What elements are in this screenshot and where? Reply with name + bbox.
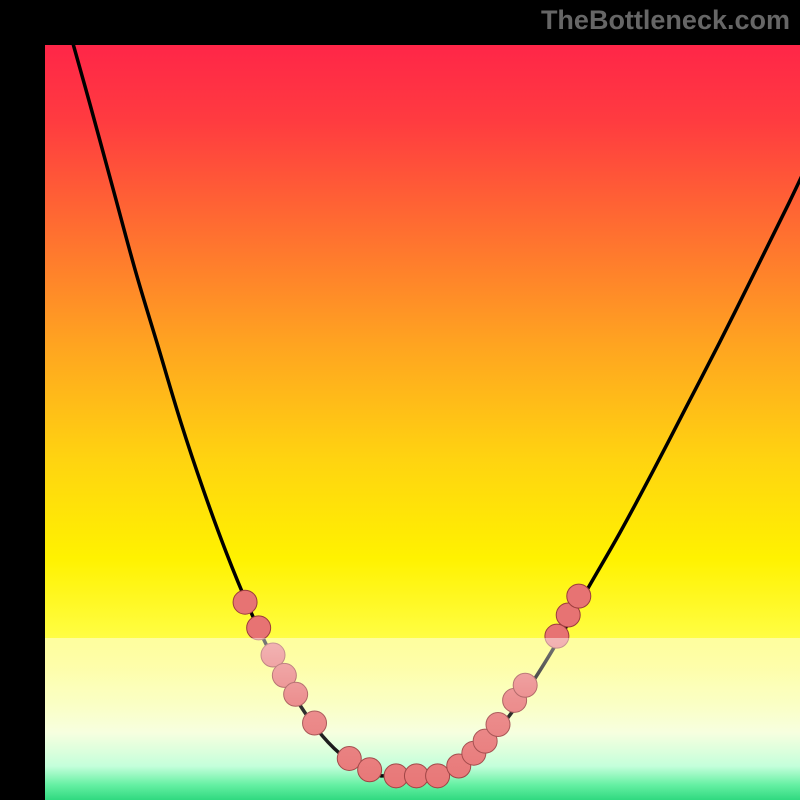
data-point: [513, 673, 537, 697]
chart-root: TheBottleneck.com: [0, 0, 800, 800]
data-point: [486, 713, 510, 737]
curve-left: [69, 45, 381, 776]
curve-right: [438, 148, 800, 776]
plot-area: [45, 45, 800, 800]
data-point: [303, 711, 327, 735]
data-point: [233, 590, 257, 614]
data-point: [284, 682, 308, 706]
data-point: [358, 758, 382, 782]
watermark-label: TheBottleneck.com: [541, 5, 790, 36]
data-point: [426, 764, 450, 788]
data-point: [545, 624, 569, 648]
data-point: [567, 584, 591, 608]
data-point: [247, 616, 271, 640]
chart-svg: [45, 45, 800, 800]
data-point: [404, 764, 428, 788]
